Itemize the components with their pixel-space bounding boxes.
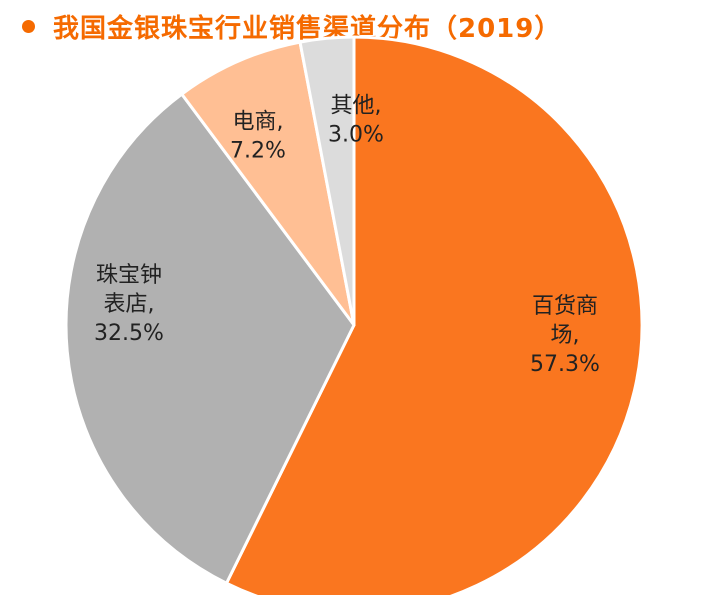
slice-label-line: 场, [551,323,580,348]
chart-title: 我国金银珠宝行业销售渠道分布（2019） [53,13,562,44]
pie-slice-1 [64,92,356,585]
bullet-icon [22,19,35,33]
slice-label-line: 32.5% [94,321,164,346]
slice-label-line: 其他, [331,94,382,119]
chart-header: 我国金银珠宝行业销售渠道分布（2019） [22,8,561,44]
slice-label-3: 其他, 3.0% [328,94,384,148]
pie-slice-3 [298,35,356,327]
slice-label-line: 7.2% [230,139,286,164]
slice-label-line: 百货商 [532,294,598,319]
slice-label-line: 珠宝钟 [96,263,162,288]
pie-slice-0 [224,35,644,595]
slice-label-2: 电商, 7.2% [230,110,286,164]
slice-label-1: 珠宝钟表店, 32.5% [94,263,164,346]
slice-label-line: 3.0% [328,123,384,148]
pie-slice-2 [180,40,356,327]
slice-label-line: 57.3% [530,352,600,377]
slice-label-line: 电商, [233,110,284,135]
slice-label-0: 百货商场, 57.3% [530,294,600,377]
slice-label-line: 表店, [104,292,155,317]
